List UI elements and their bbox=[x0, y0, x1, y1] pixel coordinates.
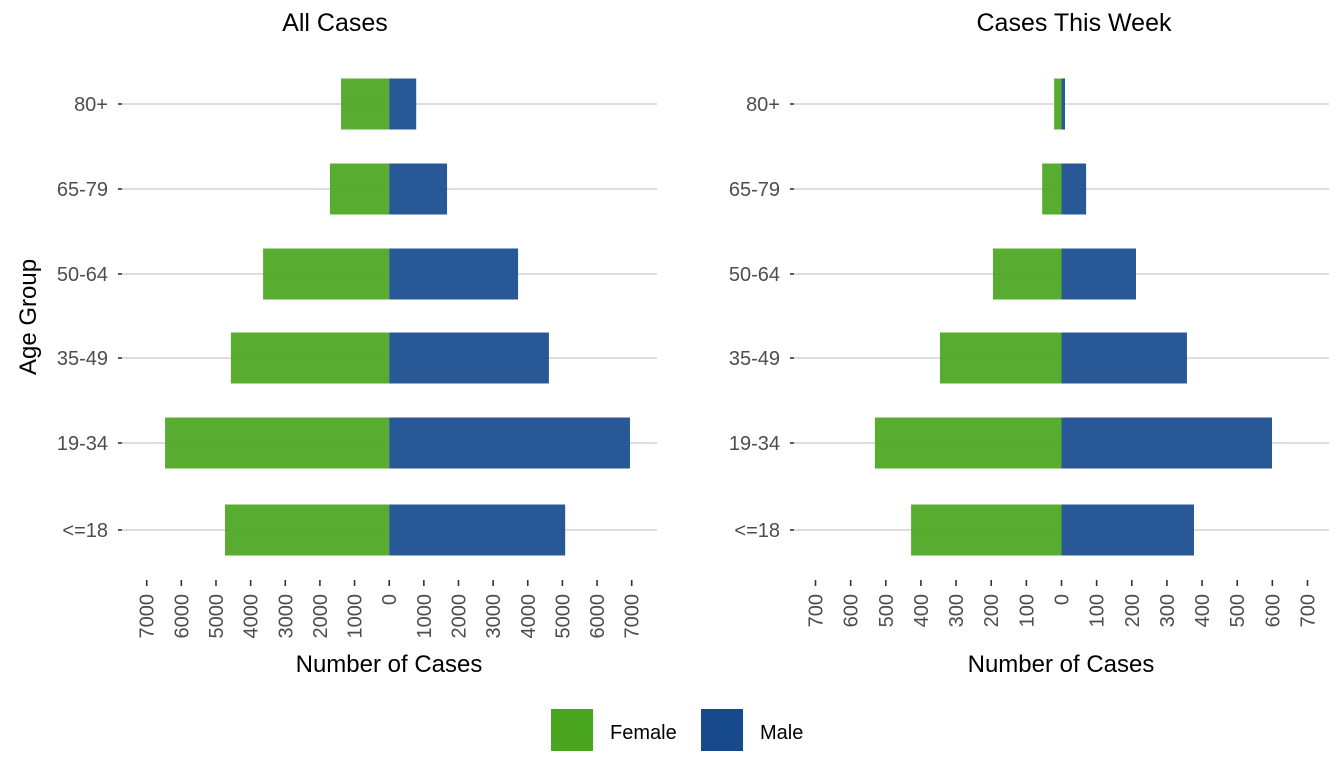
y-tick-label: <=18 bbox=[62, 520, 108, 542]
y-tick-label: 65-79 bbox=[729, 179, 780, 201]
x-tick-label: 7000 bbox=[622, 594, 644, 639]
x-tick-label: 400 bbox=[1192, 594, 1214, 627]
bar-male-50-64 bbox=[1061, 248, 1137, 300]
chart-title: Cases This Week bbox=[977, 9, 1172, 37]
x-tick-label: 600 bbox=[841, 594, 863, 627]
x-tick-label: 600 bbox=[1262, 594, 1284, 627]
x-tick-label: 400 bbox=[911, 594, 933, 627]
legend-label-female: Female bbox=[610, 722, 677, 744]
bar-male-80+ bbox=[1061, 78, 1066, 130]
chart-title: All Cases bbox=[282, 9, 388, 37]
x-tick-label: 100 bbox=[1087, 594, 1109, 627]
y-tick-label: 80+ bbox=[74, 94, 108, 116]
y-tick-label: 80+ bbox=[746, 94, 780, 116]
y-tick-label: <=18 bbox=[734, 520, 780, 542]
bar-female-35-49 bbox=[939, 332, 1062, 384]
x-tick-label: 1000 bbox=[414, 594, 436, 639]
x-tick-label: 2000 bbox=[448, 594, 470, 639]
legend-label-male: Male bbox=[760, 722, 803, 744]
bar-female-80+ bbox=[341, 78, 390, 130]
x-tick-label: 0 bbox=[379, 594, 401, 605]
y-tick-label: 35-49 bbox=[729, 348, 780, 370]
bar-male-19-34 bbox=[1061, 417, 1273, 469]
bar-male-65-79 bbox=[1061, 163, 1087, 215]
legend: Female Male bbox=[551, 709, 803, 751]
bar-male-65-79 bbox=[389, 163, 448, 215]
y-tick-label: 50-64 bbox=[57, 264, 108, 286]
x-tick-label: 200 bbox=[1122, 594, 1144, 627]
bar-male-<=18 bbox=[1061, 504, 1194, 556]
bar-male-50-64 bbox=[389, 248, 519, 300]
bar-female-65-79 bbox=[1042, 163, 1062, 215]
bar-male-<=18 bbox=[389, 504, 566, 556]
y-tick-label: 19-34 bbox=[729, 433, 780, 455]
panel-cases-this-week: Cases This Week <=18 19-34 35-49 50-64 65-79… bbox=[729, 9, 1329, 678]
bar-female-<=18 bbox=[911, 504, 1062, 556]
panel-all-cases: All Cases <=18 19-34 35-49 50-64 65-79 80+ 70… bbox=[15, 9, 657, 678]
y-tick-label: 35-49 bbox=[57, 348, 108, 370]
x-tick-label: 300 bbox=[1157, 594, 1179, 627]
x-tick-label: 5000 bbox=[552, 594, 574, 639]
x-axis-title: Number of Cases bbox=[296, 651, 483, 678]
bar-female-50-64 bbox=[263, 248, 390, 300]
x-tick-label: 3000 bbox=[483, 594, 505, 639]
x-tick-label: 700 bbox=[806, 594, 828, 627]
legend-swatch-male bbox=[701, 709, 743, 751]
bar-female-65-79 bbox=[329, 163, 390, 215]
bar-female-80+ bbox=[1054, 78, 1062, 130]
x-tick-label: 2000 bbox=[310, 594, 332, 639]
bar-female-19-34 bbox=[165, 417, 390, 469]
x-tick-label: 700 bbox=[1298, 594, 1320, 627]
x-tick-label: 300 bbox=[946, 594, 968, 627]
x-tick-label: 200 bbox=[981, 594, 1003, 627]
bar-female-50-64 bbox=[992, 248, 1062, 300]
x-tick-label: 3000 bbox=[275, 594, 297, 639]
x-axis-title: Number of Cases bbox=[968, 651, 1155, 678]
bar-female-19-34 bbox=[874, 417, 1062, 469]
bar-male-19-34 bbox=[389, 417, 630, 469]
x-tick-label: 500 bbox=[1227, 594, 1249, 627]
x-tick-label: 0 bbox=[1052, 594, 1074, 605]
legend-swatch-female bbox=[551, 709, 593, 751]
x-tick-label: 7000 bbox=[137, 594, 159, 639]
x-tick-label: 100 bbox=[1016, 594, 1038, 627]
bar-male-80+ bbox=[389, 78, 417, 130]
x-tick-label: 1000 bbox=[345, 594, 367, 639]
bar-female-<=18 bbox=[224, 504, 390, 556]
x-tick-label: 500 bbox=[876, 594, 898, 627]
bar-male-35-49 bbox=[1061, 332, 1187, 384]
y-axis-title: Age Group bbox=[15, 259, 42, 375]
y-tick-label: 19-34 bbox=[57, 433, 108, 455]
bar-male-35-49 bbox=[389, 332, 549, 384]
y-tick-label: 50-64 bbox=[729, 264, 780, 286]
x-tick-label: 6000 bbox=[171, 594, 193, 639]
x-tick-label: 4000 bbox=[518, 594, 540, 639]
x-tick-label: 6000 bbox=[587, 594, 609, 639]
x-tick-label: 5000 bbox=[206, 594, 228, 639]
x-tick-label: 4000 bbox=[241, 594, 263, 639]
y-tick-label: 65-79 bbox=[57, 179, 108, 201]
bar-female-35-49 bbox=[230, 332, 390, 384]
